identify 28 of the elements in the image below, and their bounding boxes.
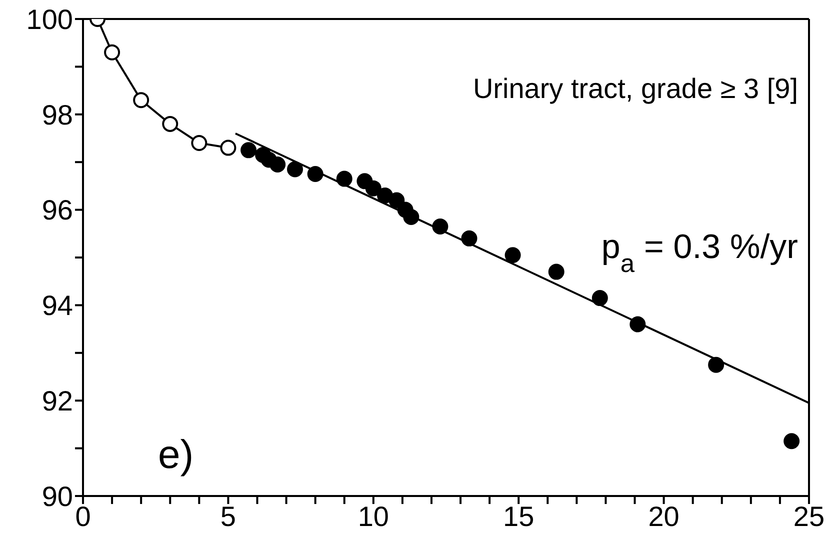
x-tick-label: 20: [648, 500, 680, 532]
annotation: Urinary tract, grade ≥ 3 [9]: [472, 73, 798, 104]
x-tick-label: 25: [793, 500, 825, 532]
point: [104, 44, 120, 60]
point: [220, 140, 236, 156]
point: [286, 161, 303, 178]
point: [240, 142, 257, 158]
y-tick-label: 90: [42, 480, 73, 512]
x-tick-label: 5: [220, 500, 236, 532]
point: [592, 290, 608, 306]
point: [784, 433, 800, 450]
x-tick-label: 15: [503, 500, 534, 532]
annotation: e): [158, 433, 194, 477]
y-tick-label: 96: [42, 194, 73, 226]
point: [504, 247, 521, 264]
y-tick-label: 98: [42, 99, 73, 130]
point: [270, 156, 286, 172]
point: [162, 116, 178, 132]
y-tick-label: 100: [26, 4, 73, 35]
x-tick-label: 0: [75, 500, 91, 532]
y-tick-label: 92: [42, 386, 73, 417]
point: [191, 135, 208, 152]
point: [548, 264, 564, 280]
point: [133, 92, 150, 108]
x-tick-label: 10: [358, 500, 389, 532]
point: [365, 180, 382, 196]
annotation: p$_{a}$ = 0.3 %/yr: [601, 228, 798, 278]
y-tick-label: 94: [42, 290, 73, 322]
